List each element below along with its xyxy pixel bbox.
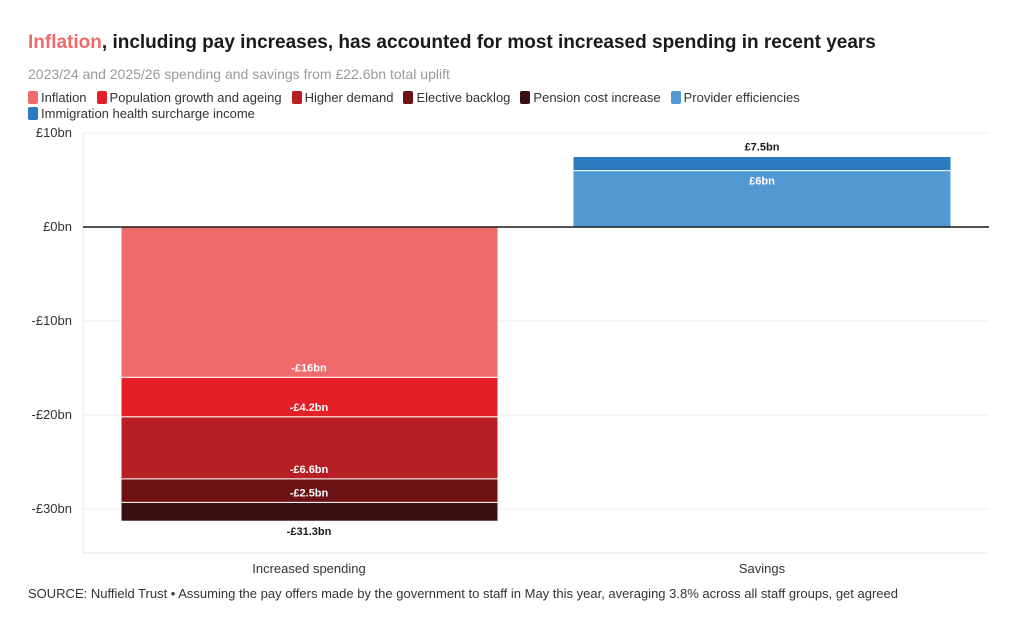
y-tick-label: £10bn — [36, 125, 72, 140]
x-category-label: Savings — [739, 561, 786, 576]
data-label: £6bn — [749, 176, 775, 188]
legend-swatch — [28, 106, 38, 120]
legend-swatch — [403, 90, 414, 104]
bar-segment — [120, 376, 499, 418]
legend-swatch — [520, 90, 531, 104]
legend-label: Elective backlog — [416, 89, 511, 105]
bar-segment — [572, 170, 952, 228]
legend-label: Provider efficiencies — [683, 89, 800, 105]
data-label: -£16bn — [291, 362, 327, 374]
legend-item: Elective backlog — [403, 89, 510, 105]
legend-label: Higher demand — [304, 89, 394, 105]
legend-label: Inflation — [41, 89, 87, 105]
legend-label: Population growth and ageing — [109, 89, 282, 105]
x-category-label: Increased spending — [252, 561, 365, 576]
legend-swatch — [28, 90, 38, 104]
total-label: £7.5bn — [745, 142, 780, 154]
bar-segment — [120, 501, 499, 522]
data-label: -£2.5bn — [290, 487, 329, 499]
legend-item: Higher demand — [291, 89, 394, 105]
data-label: -£4.2bn — [290, 402, 329, 414]
chart-title: Inflation, including pay increases, has … — [28, 32, 1008, 54]
chart-title-highlight: Inflation — [28, 32, 102, 53]
bar-segment — [572, 156, 952, 172]
legend-item: Provider efficiencies — [670, 89, 800, 105]
legend: Inflation Population growth and ageing Hig… — [28, 89, 828, 121]
legend-swatch — [96, 90, 107, 104]
y-tick-label: -£10bn — [32, 313, 72, 328]
legend-swatch — [291, 90, 302, 104]
bar-segment — [120, 416, 499, 480]
bar-segment — [120, 226, 499, 378]
chart-title-rest: , including pay increases, has accounted… — [101, 32, 876, 53]
total-label: -£31.3bn — [287, 526, 332, 538]
legend-swatch — [670, 90, 681, 104]
legend-item: Immigration health surcharge income — [28, 105, 255, 121]
y-tick-label: -£20bn — [32, 407, 72, 422]
y-tick-label: £0bn — [43, 219, 72, 234]
legend-label: Pension cost increase — [533, 89, 661, 105]
legend-item: Pension cost increase — [520, 89, 661, 105]
y-tick-label: -£30bn — [32, 501, 72, 516]
source-note: SOURCE: Nuffield Trust • Assuming the pa… — [28, 586, 898, 601]
legend-label: Immigration health surcharge income — [41, 105, 255, 121]
data-label: -£6.6bn — [290, 464, 329, 476]
chart-subtitle: 2023/24 and 2025/26 spending and savings… — [28, 66, 450, 82]
legend-item: Inflation — [28, 89, 87, 105]
legend-item: Population growth and ageing — [96, 89, 282, 105]
